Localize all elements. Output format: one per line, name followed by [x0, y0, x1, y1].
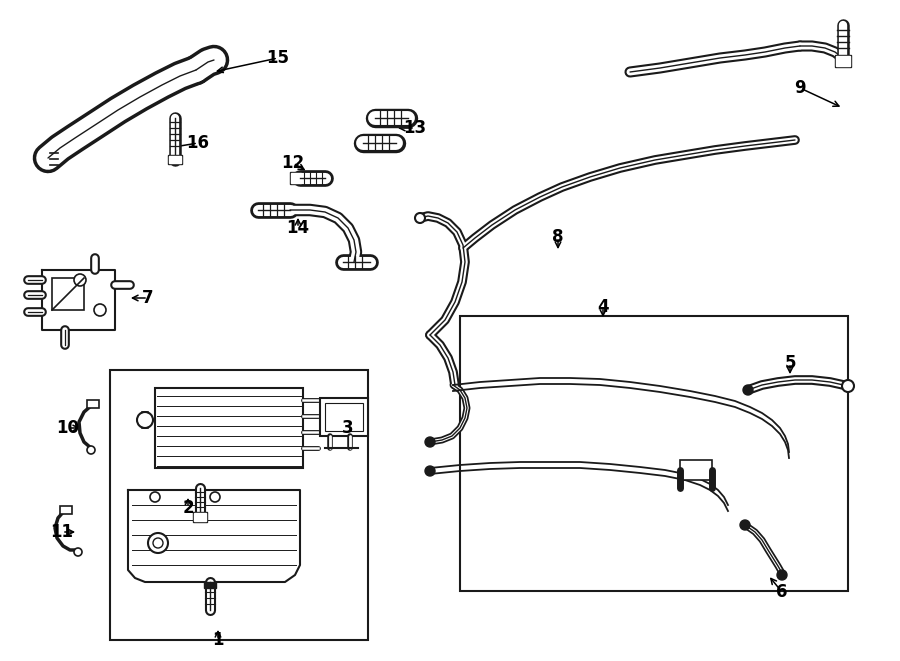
Text: 11: 11: [50, 523, 74, 541]
Text: 15: 15: [266, 49, 290, 67]
Bar: [291, 173, 301, 183]
Circle shape: [210, 492, 220, 502]
Text: 13: 13: [403, 119, 427, 137]
Text: 4: 4: [598, 298, 608, 316]
Bar: [110, 370, 368, 640]
Bar: [835, 55, 851, 67]
Text: 1: 1: [212, 631, 224, 649]
Circle shape: [150, 492, 160, 502]
Text: 12: 12: [282, 154, 304, 172]
Bar: [680, 460, 712, 480]
Circle shape: [415, 213, 425, 223]
Bar: [52, 278, 84, 310]
Text: 7: 7: [142, 289, 154, 307]
Circle shape: [842, 380, 854, 392]
Circle shape: [148, 533, 168, 553]
Circle shape: [425, 437, 435, 447]
Bar: [194, 513, 206, 521]
Bar: [325, 403, 363, 431]
Circle shape: [153, 538, 163, 548]
Bar: [169, 156, 181, 163]
Circle shape: [743, 385, 753, 395]
Bar: [320, 398, 368, 436]
Bar: [193, 512, 207, 522]
Bar: [60, 506, 72, 514]
Text: 10: 10: [57, 419, 79, 437]
Circle shape: [137, 412, 153, 428]
Text: 2: 2: [182, 499, 194, 517]
Bar: [836, 56, 850, 66]
Bar: [155, 388, 303, 468]
Circle shape: [740, 520, 750, 530]
Bar: [204, 582, 216, 588]
Circle shape: [87, 446, 95, 454]
Text: 16: 16: [186, 134, 210, 152]
Text: 3: 3: [342, 419, 354, 437]
Text: 8: 8: [553, 228, 563, 246]
Circle shape: [425, 466, 435, 476]
Bar: [87, 400, 99, 408]
Circle shape: [777, 570, 787, 580]
Text: 9: 9: [794, 79, 806, 97]
Bar: [168, 155, 182, 164]
Bar: [460, 316, 848, 591]
Text: 5: 5: [784, 354, 796, 372]
Circle shape: [94, 304, 106, 316]
Text: 14: 14: [286, 219, 310, 237]
Bar: [290, 172, 302, 184]
Text: 6: 6: [776, 583, 788, 601]
Circle shape: [74, 548, 82, 556]
Circle shape: [74, 274, 86, 286]
